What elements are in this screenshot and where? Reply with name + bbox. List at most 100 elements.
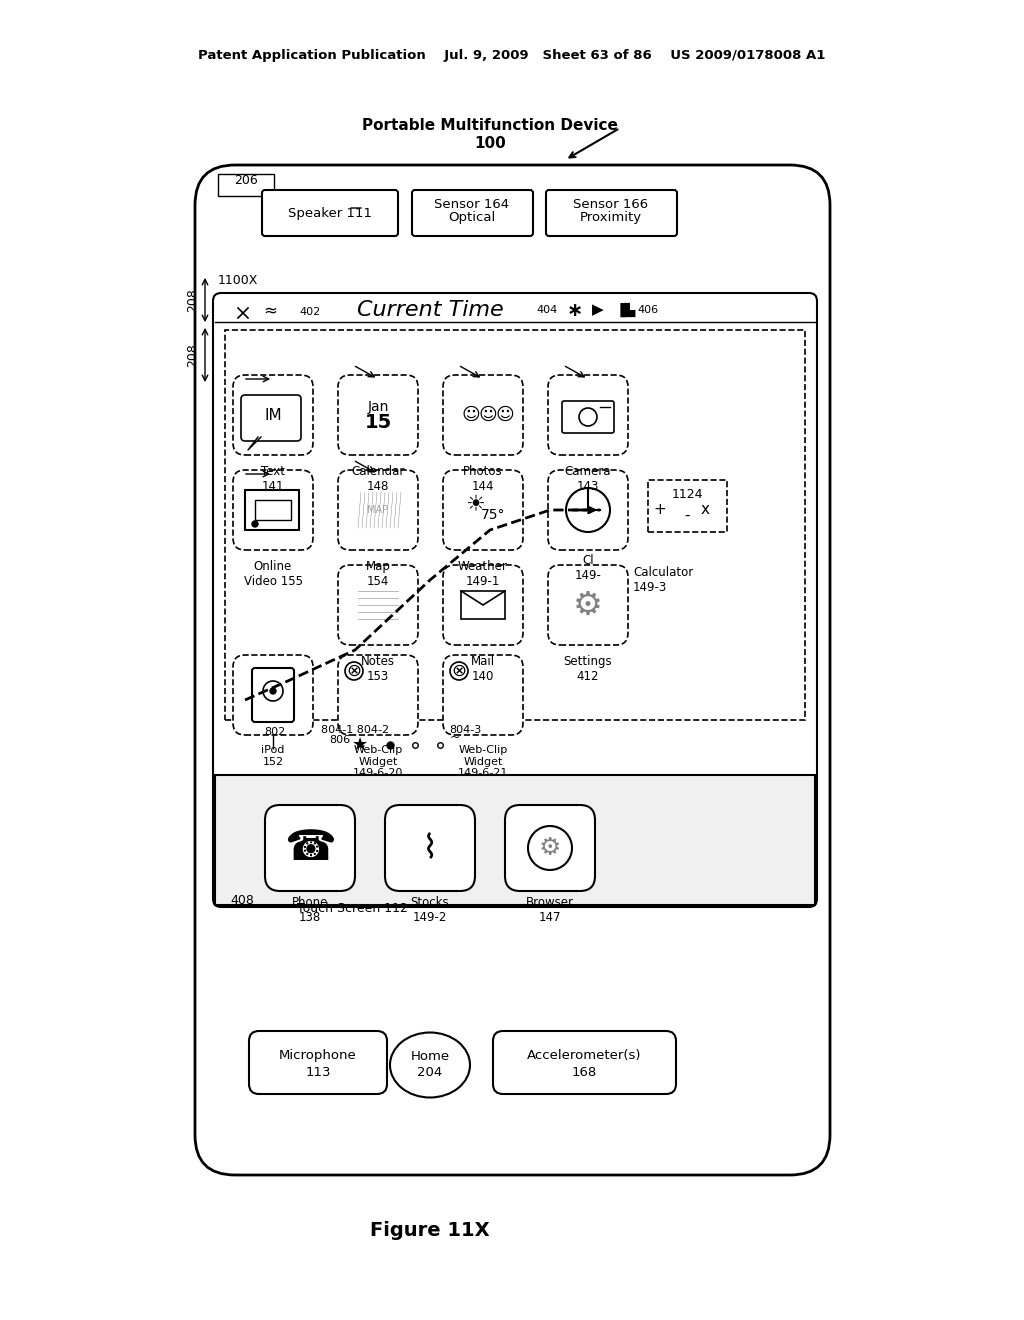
Text: 804-1 804-2: 804-1 804-2 <box>321 725 389 735</box>
Text: Weather
149-1: Weather 149-1 <box>458 560 508 587</box>
Circle shape <box>263 681 283 701</box>
FancyBboxPatch shape <box>338 565 418 645</box>
Text: 1124: 1124 <box>672 488 702 502</box>
FancyBboxPatch shape <box>245 490 299 531</box>
Text: 206: 206 <box>234 173 258 186</box>
FancyBboxPatch shape <box>548 470 628 550</box>
Text: ~: ~ <box>450 730 460 743</box>
FancyBboxPatch shape <box>648 480 727 532</box>
Text: 404: 404 <box>537 305 558 315</box>
Text: ☺: ☺ <box>462 407 480 424</box>
Text: 804-3: 804-3 <box>449 725 481 735</box>
Text: Text
141: Text 141 <box>261 465 285 492</box>
Bar <box>215 775 815 906</box>
Text: 100: 100 <box>474 136 506 150</box>
Text: ▶: ▶ <box>592 302 604 318</box>
Text: Portable Multifunction Device: Portable Multifunction Device <box>362 117 617 132</box>
Text: Sensor 166: Sensor 166 <box>573 198 648 210</box>
Text: 406: 406 <box>637 305 658 315</box>
Text: 802: 802 <box>264 727 286 737</box>
Bar <box>225 330 805 719</box>
Text: 15: 15 <box>365 413 391 433</box>
Text: 204: 204 <box>418 1067 442 1080</box>
FancyBboxPatch shape <box>233 470 313 550</box>
Text: Current Time: Current Time <box>356 300 504 319</box>
Text: Notes
153: Notes 153 <box>361 655 395 682</box>
Text: +: + <box>653 503 667 517</box>
Text: 408: 408 <box>230 894 254 907</box>
Text: ⚙: ⚙ <box>539 836 561 861</box>
Text: Jan: Jan <box>368 400 389 414</box>
Text: 168: 168 <box>571 1065 597 1078</box>
Text: Stocks
149-2: Stocks 149-2 <box>411 896 450 924</box>
Text: Browser
147: Browser 147 <box>526 896 574 924</box>
Circle shape <box>528 826 572 870</box>
FancyBboxPatch shape <box>338 470 418 550</box>
FancyBboxPatch shape <box>443 375 523 455</box>
Circle shape <box>270 688 276 694</box>
Text: Optical: Optical <box>449 211 496 224</box>
FancyBboxPatch shape <box>262 190 398 236</box>
FancyBboxPatch shape <box>493 1031 676 1094</box>
FancyBboxPatch shape <box>548 565 628 645</box>
Text: Web-Clip
Widget
149-6-21: Web-Clip Widget 149-6-21 <box>458 744 508 779</box>
Text: Home: Home <box>411 1051 450 1064</box>
Text: Calculator
149-3: Calculator 149-3 <box>633 566 693 594</box>
Text: x: x <box>700 503 710 517</box>
Text: Sensor 164: Sensor 164 <box>434 198 510 210</box>
Text: Speaker 111: Speaker 111 <box>288 206 372 219</box>
FancyBboxPatch shape <box>252 668 294 722</box>
Text: Phone
138: Phone 138 <box>292 896 328 924</box>
Ellipse shape <box>390 1032 470 1097</box>
Text: Online
Video 155: Online Video 155 <box>244 560 302 587</box>
Text: ⚙: ⚙ <box>573 589 603 622</box>
Text: IM: IM <box>264 408 282 422</box>
Text: ★: ★ <box>352 737 368 754</box>
Text: ☺: ☺ <box>496 407 514 424</box>
Text: 208: 208 <box>186 343 200 367</box>
Text: Accelerometer(s): Accelerometer(s) <box>526 1048 641 1061</box>
FancyBboxPatch shape <box>443 655 523 735</box>
FancyBboxPatch shape <box>195 165 830 1175</box>
Text: Touch Screen 112: Touch Screen 112 <box>297 902 408 915</box>
Text: Mail
140: Mail 140 <box>471 655 495 682</box>
FancyBboxPatch shape <box>562 401 614 433</box>
Text: Cl
149-: Cl 149- <box>574 554 601 582</box>
FancyBboxPatch shape <box>213 293 817 907</box>
Text: ∗: ∗ <box>567 301 584 319</box>
FancyBboxPatch shape <box>233 655 313 735</box>
FancyBboxPatch shape <box>443 470 523 550</box>
Text: ⊗: ⊗ <box>452 663 467 680</box>
FancyBboxPatch shape <box>249 1031 387 1094</box>
Text: ≈: ≈ <box>263 301 276 319</box>
FancyBboxPatch shape <box>265 805 355 891</box>
Text: Photos
144: Photos 144 <box>463 465 503 492</box>
Text: Figure 11X: Figure 11X <box>371 1221 489 1239</box>
FancyBboxPatch shape <box>412 190 534 236</box>
Circle shape <box>579 408 597 426</box>
Text: ⊗: ⊗ <box>346 663 361 680</box>
Circle shape <box>345 663 362 680</box>
Circle shape <box>252 521 258 527</box>
Text: 1100X: 1100X <box>218 273 258 286</box>
Text: Proximity: Proximity <box>580 211 642 224</box>
Polygon shape <box>248 437 261 450</box>
Text: ☺: ☺ <box>478 407 498 424</box>
Text: 402: 402 <box>299 308 321 317</box>
Text: iPod
152: iPod 152 <box>261 744 285 767</box>
Bar <box>461 591 505 619</box>
Text: MAP: MAP <box>368 506 388 515</box>
Circle shape <box>450 663 468 680</box>
Text: ☎: ☎ <box>284 828 336 869</box>
Circle shape <box>566 488 610 532</box>
Text: ⌇: ⌇ <box>422 832 438 865</box>
FancyBboxPatch shape <box>443 565 523 645</box>
Text: 806: 806 <box>330 735 350 744</box>
FancyBboxPatch shape <box>546 190 677 236</box>
Text: 75°: 75° <box>480 508 505 521</box>
Text: 113: 113 <box>305 1065 331 1078</box>
FancyBboxPatch shape <box>385 805 475 891</box>
Text: Web-Clip
Widget
149-6-20: Web-Clip Widget 149-6-20 <box>353 744 403 779</box>
Text: Settings
412: Settings 412 <box>563 655 612 682</box>
Text: -: - <box>684 507 690 523</box>
